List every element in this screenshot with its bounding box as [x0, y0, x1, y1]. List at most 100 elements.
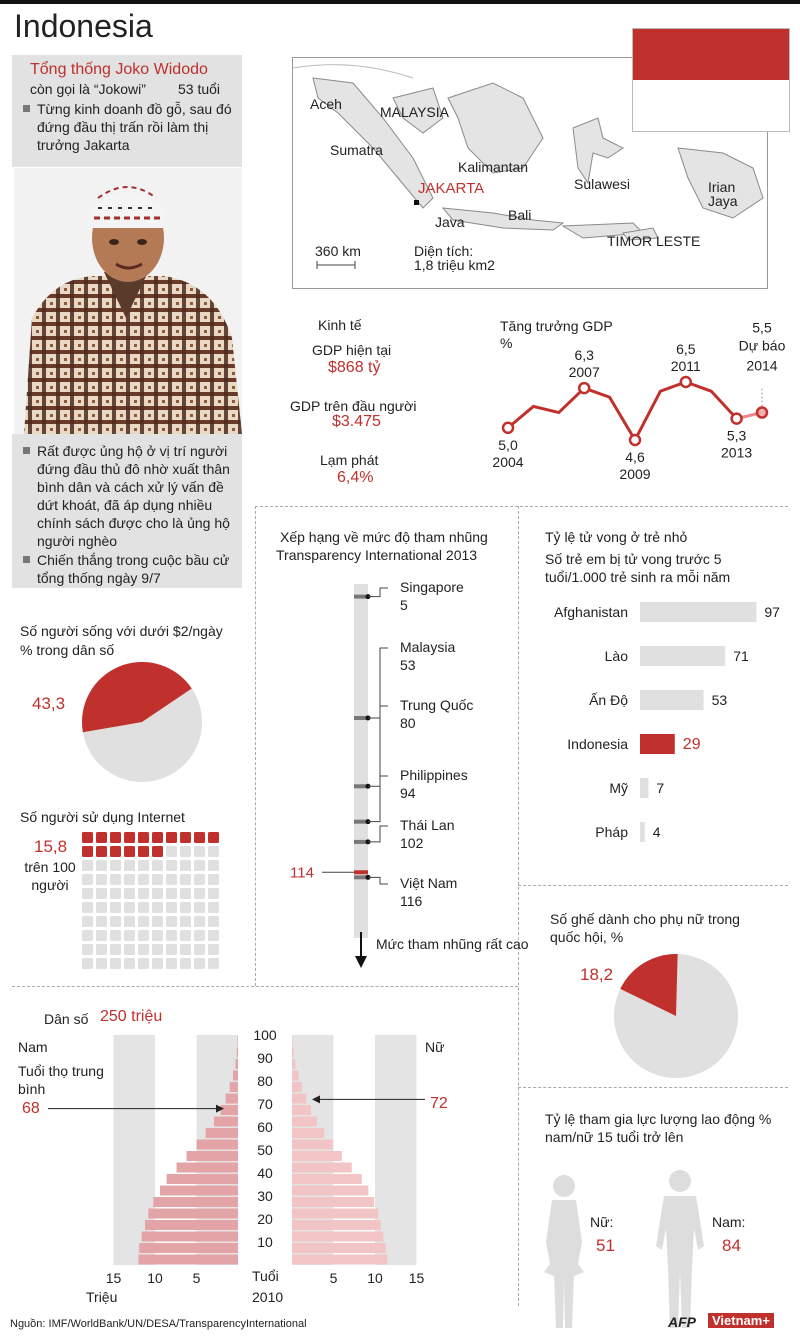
corruption-leader-Trung Quốc	[368, 705, 388, 787]
internet-cell	[82, 874, 93, 885]
gdp-label-note: Dự báo	[739, 338, 786, 354]
pyramid-bar-female-10	[292, 1231, 384, 1242]
internet-cell	[152, 944, 163, 955]
poverty-subtitle: % trong dân số	[20, 642, 115, 658]
mortality-value-Lào: 71	[733, 648, 749, 664]
internet-cell	[96, 874, 107, 885]
president-name: Tổng thống Joko Widodo	[30, 61, 208, 78]
gdp-growth-unit: %	[500, 335, 513, 351]
mortality-value-Pháp: 4	[653, 824, 661, 840]
pyramid-bar-female-50	[292, 1139, 333, 1150]
pyramid-age-tick-60: 60	[257, 1119, 273, 1135]
internet-cell	[180, 832, 191, 843]
gdp-point-2013	[730, 412, 743, 425]
pyramid-x-tick-4: 10	[367, 1270, 383, 1286]
top-rule	[0, 0, 800, 4]
pyramid-age-tick-30: 30	[257, 1188, 273, 1204]
pyramid-year: 2010	[252, 1289, 284, 1305]
labor-title: Tỷ lệ tham gia lực lượng lao động % nam/…	[545, 1111, 772, 1145]
pyramid-bar-male-0	[138, 1254, 238, 1265]
mortality-value-Afghanistan: 97	[764, 604, 780, 620]
internet-cell	[138, 832, 149, 843]
vietnamplus-logo: Vietnam+	[708, 1313, 774, 1328]
corruption-value-Thái Lan: 102	[400, 835, 424, 851]
corruption-label-Philippines: Philippines	[400, 767, 468, 783]
internet-cell	[138, 916, 149, 927]
internet-value: 15,8	[34, 837, 68, 856]
internet-cell	[194, 944, 205, 955]
internet-cell	[138, 846, 149, 857]
pyramid-bar-male-70	[225, 1093, 238, 1104]
male-life-arrow	[216, 1104, 224, 1113]
gdp-label-year-2009: 2009	[619, 466, 650, 482]
pyramid-bar-male-75	[229, 1082, 238, 1092]
internet-cell	[166, 916, 177, 927]
corruption-value-Indonesia: 114	[290, 864, 314, 881]
internet-cell	[96, 888, 107, 899]
internet-cell	[152, 930, 163, 941]
gdp-label-year-2004: 2004	[492, 454, 523, 470]
women-seats-value: 18,2	[580, 965, 614, 984]
pyramid-bar-male-85	[235, 1059, 238, 1069]
map-frame	[292, 57, 768, 289]
gdp-value: $868 tỷ	[328, 359, 381, 376]
internet-cell	[208, 888, 219, 899]
corruption-marker-Việt Nam	[354, 875, 368, 880]
pyramid-bar-male-80	[233, 1070, 238, 1081]
economy-heading: Kinh tế	[318, 317, 362, 333]
gdp-growth-title: Tăng trưởng GDP	[500, 318, 613, 334]
corruption-marker-Malaysia	[354, 716, 368, 721]
internet-cell	[180, 860, 191, 871]
gdp-label-year-2007: 2007	[569, 364, 600, 380]
pyramid-band-female-5	[292, 1035, 334, 1265]
pyramid-bar-male-60	[213, 1116, 238, 1127]
corruption-label-Thái Lan: Thái Lan	[400, 817, 454, 833]
internet-cell	[208, 902, 219, 913]
internet-cell	[180, 958, 191, 969]
internet-cell	[166, 874, 177, 885]
pyramid-band-female-15	[375, 1035, 417, 1265]
gdp-label-year-2013: 2013	[721, 445, 752, 461]
pyramid-bar-male-10	[141, 1231, 238, 1242]
internet-cell	[152, 860, 163, 871]
internet-cell	[96, 930, 107, 941]
gdp-per-capita-value: $3.475	[332, 413, 381, 430]
pyramid-bar-male-45	[186, 1151, 238, 1161]
female-silhouette-icon	[534, 1172, 594, 1337]
internet-cell	[180, 916, 191, 927]
gdp-point-2007	[577, 381, 591, 395]
divider	[518, 506, 519, 1306]
internet-cell	[180, 846, 191, 857]
pyramid-bar-female-80	[292, 1070, 299, 1081]
internet-cell	[166, 958, 177, 969]
mortality-label-Mỹ: Mỹ	[609, 780, 628, 796]
pyramid-bar-female-15	[292, 1220, 381, 1230]
map-label-java: Java	[435, 214, 465, 230]
map-label-kalimantan: Kalimantan	[458, 159, 529, 175]
gdp-label: GDP hiện tại	[312, 342, 392, 358]
corruption-marker-Philippines	[354, 819, 368, 824]
internet-cell	[208, 874, 219, 885]
president-bullet-1: Từng kinh doanh đồ gỗ, sau đó đứng đầu t…	[23, 100, 237, 154]
female-life-arrow	[312, 1095, 320, 1104]
president-header-panel	[12, 55, 242, 167]
population-total: 250 triệu	[100, 1008, 163, 1025]
corruption-label-Trung Quốc: Trung Quốc	[400, 697, 473, 713]
map-area-value: 1,8 triệu km2	[414, 257, 495, 273]
mortality-bar-Afghanistan	[640, 602, 757, 622]
women-seats-title: Số ghế dành cho phụ nữ trong quốc hội, %	[550, 911, 740, 945]
mortality-label-Ấn Độ: Ấn Độ	[589, 692, 628, 708]
internet-cell	[194, 860, 205, 871]
pyramid-bar-female-85	[292, 1059, 296, 1069]
pyramid-age-tick-70: 70	[257, 1096, 273, 1112]
internet-cell	[124, 958, 135, 969]
internet-cell	[180, 902, 191, 913]
internet-cell	[166, 860, 177, 871]
indonesia-flag-icon	[632, 28, 790, 132]
internet-cell	[208, 846, 219, 857]
internet-cell	[82, 846, 93, 857]
internet-cell	[180, 930, 191, 941]
internet-cell	[124, 944, 135, 955]
president-bullet-2: Rất được ủng hộ ở vị trí người đứng đầu …	[23, 442, 237, 550]
